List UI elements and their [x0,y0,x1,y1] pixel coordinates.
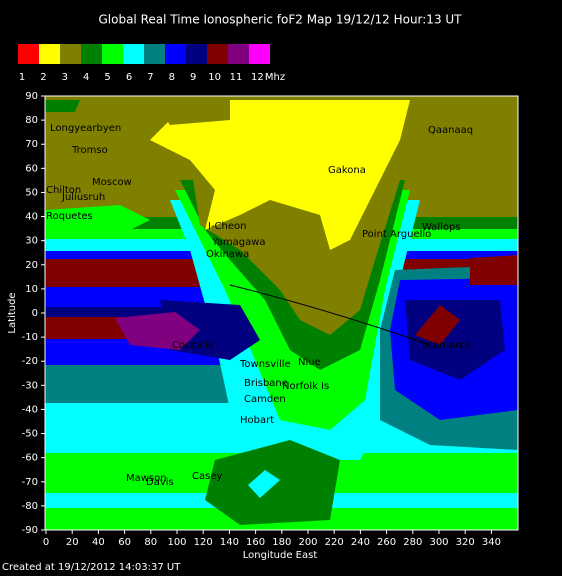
x-tick-label: 280 [403,537,422,548]
y-tick-label: -40 [22,404,38,415]
legend-swatch [228,44,249,64]
station-label: I-Cheon [208,221,247,232]
y-tick-label: 20 [25,260,38,271]
legend-label: 5 [104,72,110,83]
y-tick-label: 70 [25,139,38,150]
legend-unit: Mhz [265,72,285,83]
y-tick-label: -20 [22,356,38,367]
x-tick-label: 300 [429,537,448,548]
y-tick-label: -80 [22,501,38,512]
legend-swatch [249,44,270,64]
station-label: Cocos Is [172,340,213,351]
station-label: Okinawa [206,249,249,260]
station-label: Mawson [126,473,167,484]
x-tick-label: 80 [144,537,157,548]
station-label: Norfolk Is [282,381,329,392]
x-tick-label: 0 [43,537,49,548]
x-tick-label: 60 [118,537,131,548]
legend: 1 2 3 4 5 6 7 8 9 10 11 12 Mhz [18,44,285,83]
legend-swatch [102,44,123,64]
x-tick-label: 120 [194,537,213,548]
legend-swatch [81,44,102,64]
station-label: Point Arguello [362,229,431,240]
legend-label: 3 [62,72,68,83]
station-label: Jicamarca [421,340,471,351]
station-label: Niue [298,357,321,368]
legend-label: 7 [147,72,153,83]
station-label: Davis [146,477,174,488]
x-axis-label: Longitude East [243,550,318,561]
legend-swatch [123,44,144,64]
y-tick-label: 80 [25,115,38,126]
station-label: Gakona [328,165,366,176]
y-tick-label: -50 [22,429,38,440]
legend-swatch [165,44,186,64]
x-tick-label: 260 [377,537,396,548]
x-tick-label: 320 [456,537,475,548]
title: Global Real Time Ionospheric foF2 Map 19… [98,13,462,27]
legend-swatch [144,44,165,64]
station-label: Juliusruh [61,192,105,203]
x-tick-label: 340 [482,537,501,548]
legend-label: 10 [208,72,221,83]
x-tick-label: 220 [325,537,344,548]
y-tick-label: 60 [25,163,38,174]
y-tick-label: 30 [25,236,38,247]
x-tick-label: 240 [351,537,370,548]
station-label: Hobart [240,415,274,426]
station-label: Casey [192,471,222,482]
legend-swatch [207,44,228,64]
x-tick-label: 180 [272,537,291,548]
x-tick-label: 140 [220,537,239,548]
legend-swatch [39,44,60,64]
y-tick-label: 40 [25,212,38,223]
y-tick-label: -10 [22,332,38,343]
x-tick-label: 40 [92,537,105,548]
x-tick-label: 20 [66,537,79,548]
y-tick-label: -90 [22,525,38,536]
station-label: Longyearbyen [50,123,121,134]
legend-swatch [18,44,39,64]
y-tick-label: -30 [22,380,38,391]
legend-label: 8 [169,72,175,83]
y-tick-label: 0 [32,308,38,319]
x-tick-label: 100 [167,537,186,548]
legend-swatch [186,44,207,64]
station-label: Townsville [239,359,291,370]
legend-label: 1 [19,72,25,83]
legend-label: 11 [230,72,243,83]
station-label: Chilton [46,185,81,196]
station-label: Wallops [422,222,461,233]
station-label: Camden [244,394,286,405]
legend-swatch [60,44,81,64]
station-label: Qaanaaq [428,125,473,136]
stations: Longyearbyen Tromso Moscow ChiltonJuliusruh… [46,123,473,488]
footer: Created at 19/12/2012 14:03:37 UT [2,562,181,573]
x-tick-label: 200 [298,537,317,548]
y-tick-label: 50 [25,187,38,198]
x-tick-label: 160 [246,537,265,548]
station-label: Tromso [71,145,108,156]
legend-label: 2 [40,72,46,83]
y-tick-label: 10 [25,284,38,295]
legend-label: 9 [190,72,196,83]
station-label: Brisbane [244,378,288,389]
axes: 9080706050403020100-10-20-30-40-50-60-70… [22,91,501,548]
station-label: Roquetes [46,211,93,222]
map-plot [44,95,519,531]
y-axis-label: Latitude [7,292,18,333]
legend-label: 12 [251,72,264,83]
legend-label: 4 [83,72,89,83]
station-label: Yamagawa [211,237,266,248]
legend-label: 6 [126,72,132,83]
y-tick-label: 90 [25,91,38,102]
y-tick-label: -70 [22,477,38,488]
station-label: Moscow [92,177,132,188]
y-tick-label: -60 [22,453,38,464]
